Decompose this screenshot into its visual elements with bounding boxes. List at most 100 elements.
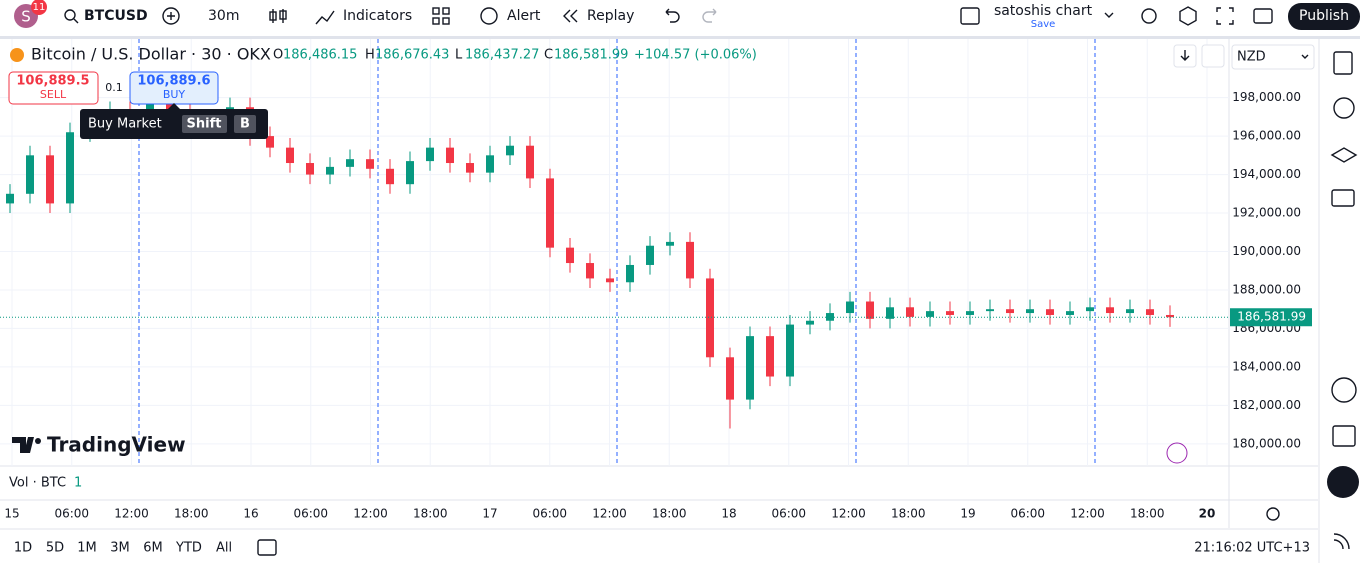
- screenshot[interactable]: [1253, 8, 1273, 24]
- candle-body: [906, 307, 914, 317]
- avatar-letter: S: [21, 8, 31, 26]
- apps[interactable]: [1327, 466, 1359, 498]
- x-tick-label: 12:00: [1070, 507, 1105, 521]
- legend-close: 186,581.99: [554, 48, 628, 63]
- candle-body: [406, 161, 414, 185]
- alert[interactable]: Alert: [507, 8, 541, 24]
- candle-body: [686, 241, 694, 279]
- x-tick-label: 18:00: [413, 507, 448, 521]
- x-tick-label: 18:00: [1130, 507, 1165, 521]
- candle-body: [6, 193, 14, 204]
- toolbar-border: [0, 36, 1360, 39]
- watermark: TradingView: [47, 433, 186, 457]
- quick-search[interactable]: [1141, 8, 1157, 24]
- events-icon[interactable]: [1166, 442, 1188, 464]
- x-tick-label: 15: [4, 507, 19, 521]
- range-button[interactable]: 5D: [46, 541, 64, 556]
- layout-name[interactable]: satoshis chart: [994, 3, 1093, 19]
- axis-settings[interactable]: [1266, 507, 1280, 521]
- x-tick-label: 18: [721, 507, 736, 521]
- currency-select[interactable]: [1231, 44, 1315, 70]
- ideas[interactable]: [1331, 377, 1357, 403]
- watchlist[interactable]: [1333, 51, 1353, 75]
- y-tick-label: 194,000.00: [1232, 167, 1301, 181]
- legend-c-label: C: [544, 48, 553, 63]
- y-tick-label: 198,000.00: [1232, 90, 1301, 104]
- candle-body: [526, 145, 534, 179]
- redo[interactable]: [702, 8, 717, 23]
- add-symbol[interactable]: [162, 7, 180, 25]
- calendar[interactable]: [1332, 425, 1356, 447]
- range-button[interactable]: All: [216, 541, 232, 556]
- x-tick-label: 19: [960, 507, 975, 521]
- layout-dropdown[interactable]: [1104, 12, 1114, 18]
- alerts-panel[interactable]: [1333, 97, 1355, 119]
- add-symbol-icon: [167, 12, 175, 20]
- candle-body: [1006, 309, 1014, 314]
- candle-body: [566, 247, 574, 264]
- indicators[interactable]: Indicators: [343, 8, 412, 24]
- range-button[interactable]: 1M: [77, 541, 97, 556]
- range-button[interactable]: YTD: [175, 541, 202, 556]
- object-tree[interactable]: [1330, 147, 1358, 163]
- candle-body: [946, 311, 954, 315]
- y-tick-label: 180,000.00: [1232, 436, 1301, 450]
- legend-o-label: O: [273, 48, 283, 63]
- alert-icon: [480, 7, 498, 25]
- settings[interactable]: [1179, 6, 1197, 26]
- key: [182, 115, 227, 133]
- x-tick-label: 06:00: [54, 507, 89, 521]
- candle-body: [1166, 314, 1174, 318]
- candle-body: [26, 155, 34, 194]
- x-tick-label: 20: [1199, 507, 1216, 521]
- publish-button[interactable]: [1288, 3, 1360, 30]
- x-tick-label: 12:00: [353, 507, 388, 521]
- date-range-icon[interactable]: [257, 539, 277, 556]
- interval[interactable]: 30m: [208, 8, 239, 24]
- candle-body: [466, 163, 474, 173]
- replay[interactable]: Replay: [587, 8, 634, 24]
- x-tick-label: 17: [482, 507, 497, 521]
- x-tick-label: 12:00: [592, 507, 627, 521]
- chats[interactable]: [1331, 189, 1355, 207]
- news[interactable]: [1333, 533, 1350, 550]
- candle-body: [586, 263, 594, 279]
- candle-body: [326, 166, 334, 175]
- symbol-icon: [10, 48, 24, 62]
- y-tick-label: 182,000.00: [1232, 398, 1301, 412]
- candle-body: [366, 159, 374, 169]
- publish: Publish: [1299, 8, 1349, 24]
- chart-type-icon: [279, 10, 287, 20]
- candle-body: [766, 336, 774, 377]
- currency: NZD: [1237, 50, 1266, 65]
- save[interactable]: Save: [1031, 19, 1056, 30]
- chart-type-icon: [269, 11, 277, 21]
- y-tick-label: 184,000.00: [1232, 359, 1301, 373]
- templates-icon[interactable]: [432, 7, 440, 15]
- reset-button[interactable]: [1201, 44, 1225, 68]
- range-button[interactable]: 6M: [143, 541, 163, 556]
- range-button[interactable]: 3M: [110, 541, 130, 556]
- x-tick-label: 06:00: [293, 507, 328, 521]
- legend-title: Bitcoin / U.S. Dollar · 30 · OKX: [31, 45, 271, 64]
- fullscreen[interactable]: [1216, 7, 1234, 25]
- candle-body: [846, 301, 854, 314]
- candle-body: [626, 264, 634, 283]
- undo[interactable]: [665, 8, 680, 23]
- candle-body: [1086, 307, 1094, 312]
- x-tick-label: 12:00: [831, 507, 866, 521]
- candle-body: [926, 311, 934, 317]
- candle-body: [166, 97, 174, 114]
- candle-body: [886, 307, 894, 319]
- symbol[interactable]: BTCUSD: [84, 8, 148, 24]
- search-icon: [64, 9, 76, 21]
- x-tick-label: 18:00: [891, 507, 926, 521]
- layout-icon[interactable]: [960, 7, 980, 25]
- range-button[interactable]: 1D: [14, 541, 32, 556]
- key-label: B: [240, 117, 250, 132]
- sell-button[interactable]: [8, 71, 99, 105]
- logo: [35, 438, 41, 444]
